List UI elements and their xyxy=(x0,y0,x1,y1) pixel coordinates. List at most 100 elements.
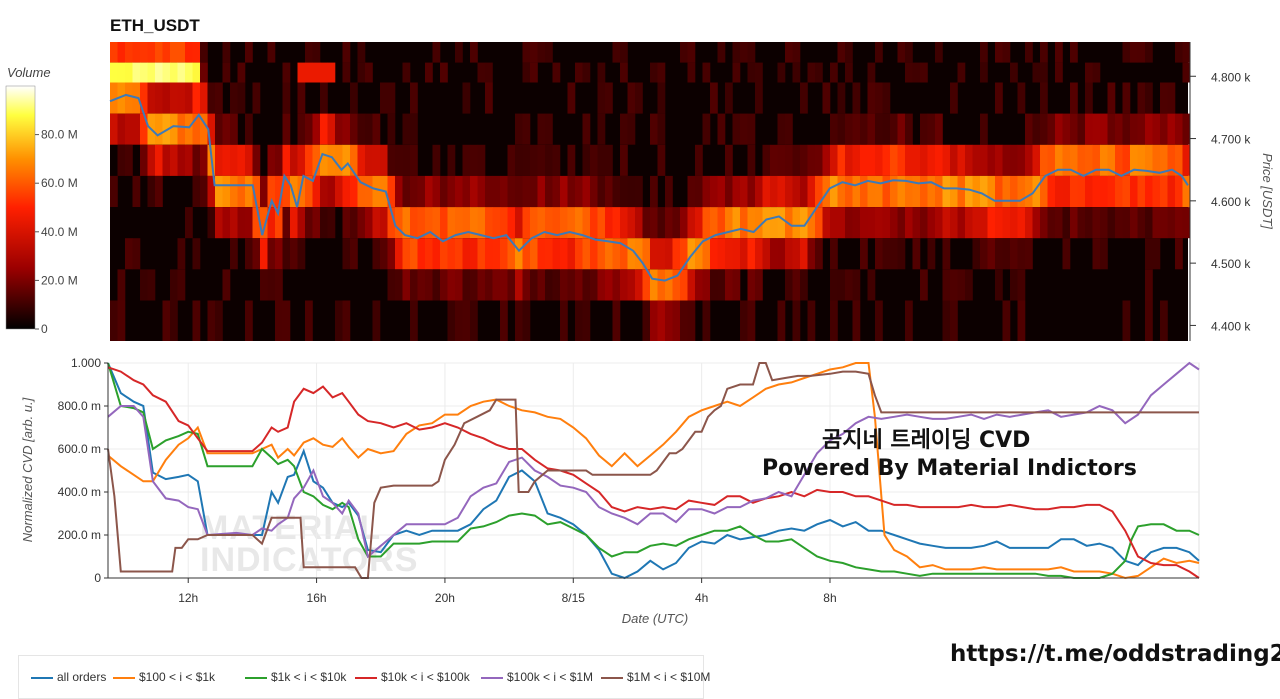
heatmap-cell xyxy=(702,62,711,83)
heatmap-cell xyxy=(140,62,148,83)
legend-item[interactable]: $100 < i < $1k xyxy=(113,670,215,684)
heatmap-cell xyxy=(537,238,546,270)
heatmap-cell xyxy=(597,82,606,114)
heatmap-cell xyxy=(987,207,996,239)
legend-item[interactable]: $10k < i < $100k xyxy=(355,670,470,684)
heatmap-cell xyxy=(582,207,591,239)
heatmap-cell xyxy=(1025,175,1033,207)
price-tick-label: 4.800 k xyxy=(1211,70,1251,84)
heatmap-cell xyxy=(695,238,703,270)
heatmap-cell xyxy=(357,42,366,63)
legend-label: $100k < i < $1M xyxy=(507,670,594,684)
heatmap-cell xyxy=(867,207,876,239)
heatmap-cell xyxy=(477,62,486,83)
heatmap-cell xyxy=(860,144,868,176)
heatmap-cell xyxy=(830,62,838,83)
heatmap-cell xyxy=(537,207,546,239)
heatmap-cell xyxy=(252,207,261,239)
heatmap-cell xyxy=(612,207,621,239)
legend-swatch xyxy=(481,676,503,679)
heatmap-cell xyxy=(1077,113,1086,145)
heatmap-cell xyxy=(305,300,313,341)
heatmap-cell xyxy=(815,175,823,207)
heatmap-cell xyxy=(1055,62,1063,83)
heatmap-cell xyxy=(882,144,891,176)
heatmap-cell xyxy=(762,144,771,176)
heatmap-cell xyxy=(792,238,801,270)
colorbar-tick-label: 40.0 M xyxy=(41,225,78,239)
heatmap-cell xyxy=(1115,113,1123,145)
heatmap-cell xyxy=(395,207,403,239)
heatmap-cell xyxy=(785,269,793,301)
heatmap-cell xyxy=(1092,113,1101,145)
heatmap-cell xyxy=(912,175,921,207)
heatmap-cell xyxy=(927,144,936,176)
heatmap-cell xyxy=(777,207,786,239)
heatmap-cell xyxy=(905,42,913,63)
heatmap-cell xyxy=(575,207,583,239)
heatmap-cell xyxy=(185,144,193,176)
heatmap-cell xyxy=(582,300,591,341)
heatmap-cell xyxy=(740,207,748,239)
heatmap-cell xyxy=(627,82,636,114)
heatmap-cell xyxy=(897,144,906,176)
heatmap-cell xyxy=(470,144,478,176)
heatmap-cell xyxy=(380,207,388,239)
heatmap-cell xyxy=(807,238,816,270)
chart-legend: all orders $100 < i < $1k $1k < i < $10k $1… xyxy=(18,655,710,699)
heatmap-cell xyxy=(470,207,478,239)
heatmap-cell xyxy=(912,207,921,239)
legend-item[interactable]: $1k < i < $10k xyxy=(245,670,346,684)
telegram-link[interactable]: https://t.me/oddstrading2 xyxy=(950,641,1280,667)
heatmap-cell xyxy=(560,300,568,341)
heatmap-cell xyxy=(875,300,883,341)
legend-item[interactable]: $100k < i < $1M xyxy=(481,670,593,684)
heatmap-cell xyxy=(650,62,658,83)
heatmap-cell xyxy=(740,42,748,63)
heatmap-cell xyxy=(620,238,628,270)
heatmap-cell xyxy=(1107,82,1116,114)
heatmap-cell xyxy=(552,207,561,239)
legend-item[interactable]: all orders xyxy=(31,670,106,684)
heatmap-cell xyxy=(582,62,591,83)
heatmap-cell xyxy=(1047,113,1056,145)
heatmap-cell xyxy=(522,144,531,176)
heatmap-cell xyxy=(1122,42,1131,63)
heatmap-cell xyxy=(312,175,321,207)
heatmap-cell xyxy=(545,269,553,301)
heatmap-cell xyxy=(170,82,178,114)
heatmap-cell xyxy=(672,238,681,270)
heatmap-cell xyxy=(117,113,126,145)
heatmap-cell xyxy=(185,42,193,63)
cvd-x-tick-label: 12h xyxy=(178,591,198,605)
heatmap-cell xyxy=(1130,113,1138,145)
heatmap-cell xyxy=(597,144,606,176)
heatmap-cell xyxy=(492,238,501,270)
heatmap-cell xyxy=(830,238,838,270)
heatmap-cell xyxy=(275,144,283,176)
legend-item[interactable]: $1M < i < $10M xyxy=(601,670,710,684)
heatmap-cell xyxy=(237,62,246,83)
heatmap-cell xyxy=(440,175,448,207)
colorbar xyxy=(5,85,36,330)
heatmap-cell xyxy=(1017,144,1026,176)
heatmap-cell xyxy=(410,207,418,239)
heatmap-cell xyxy=(1152,238,1161,270)
heatmap-cell xyxy=(297,62,306,83)
heatmap-cell xyxy=(980,207,988,239)
heatmap-cell xyxy=(350,238,358,270)
cvd-y-tick-label: 1.000 xyxy=(71,356,101,370)
legend-swatch xyxy=(245,676,267,679)
heatmap-cell xyxy=(822,207,831,239)
heatmap-cell xyxy=(642,269,651,301)
heatmap-cell xyxy=(920,113,928,145)
heatmap-cell xyxy=(402,207,411,239)
heatmap-cell xyxy=(710,238,718,270)
heatmap-cell xyxy=(620,42,628,63)
heatmap-cell xyxy=(222,175,231,207)
heatmap-cell xyxy=(590,144,598,176)
heatmap-cell xyxy=(507,207,516,239)
heatmap-cell xyxy=(470,175,478,207)
heatmap-cell xyxy=(1032,207,1041,239)
heatmap-cell xyxy=(147,144,156,176)
